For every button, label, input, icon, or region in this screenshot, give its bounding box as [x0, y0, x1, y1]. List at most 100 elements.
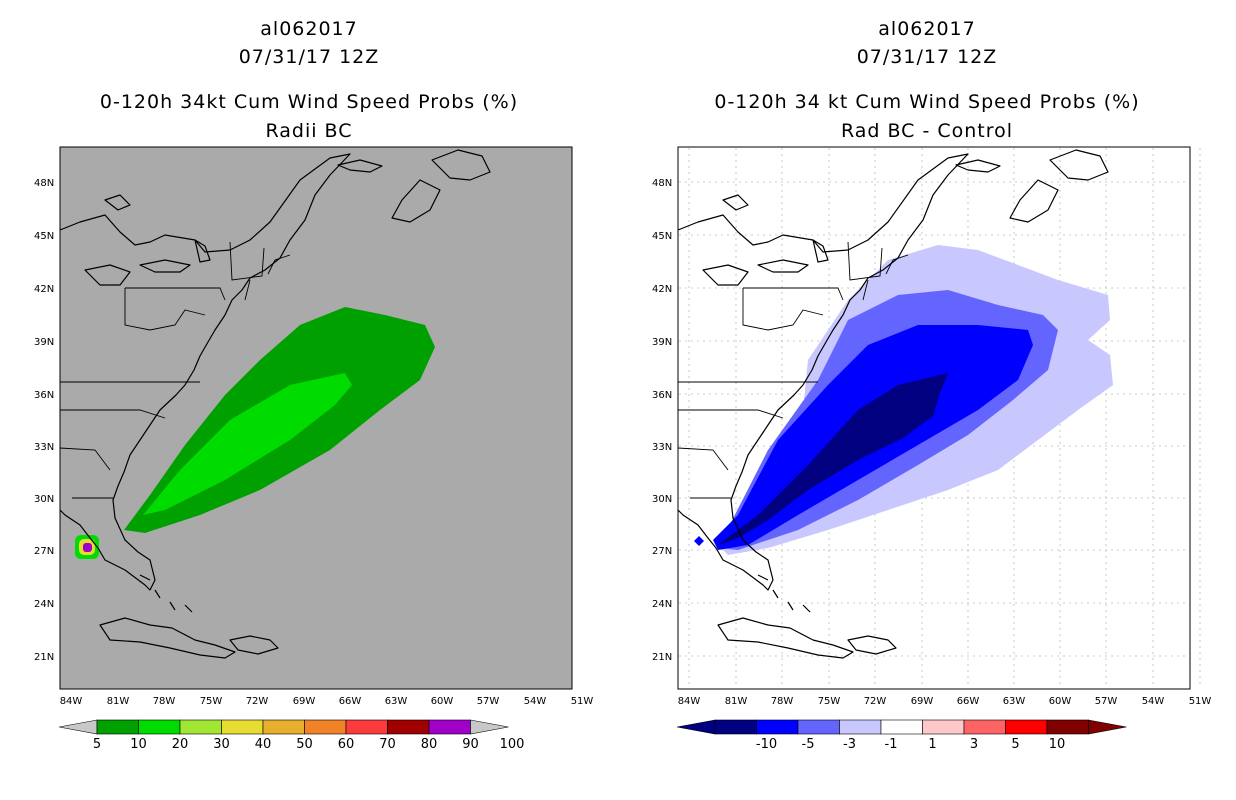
left-title: 0-120h 34kt Cum Wind Speed Probs (%) [99, 91, 519, 113]
colorbar-swatch [428, 719, 471, 735]
colorbar-swatch [1005, 719, 1048, 735]
colorbar-swatch [345, 719, 388, 735]
left-storm-id: al062017 [260, 18, 358, 40]
lon-label: 69W [911, 696, 934, 707]
left-map: 48N 45N 42N 39N 36N 33N 30N 27N 24N 21N 84W 81W 78W 7… [34, 146, 594, 752]
lat-label: 45N [652, 231, 672, 242]
lon-label: 57W [477, 696, 500, 707]
coastline [391, 179, 441, 223]
left-datetime: 07/31/17 12Z [238, 46, 380, 68]
lon-label: 51W [571, 696, 594, 707]
colorbar-swatch [880, 719, 923, 735]
lat-label: 24N [34, 599, 54, 610]
colorbar-swatch [262, 719, 305, 735]
colorbar-label: 50 [296, 737, 313, 752]
colorbar-label: 10 [130, 737, 147, 752]
colorbar-label: -10 [756, 737, 777, 752]
lon-label: 54W [524, 696, 547, 707]
state-border [885, 254, 909, 275]
colorbar-label: 1 [928, 737, 936, 752]
colorbar-label: 5 [93, 737, 101, 752]
coastline [139, 574, 193, 613]
right-title: 0-120h 34 kt Cum Wind Speed Probs (%) [714, 91, 1140, 113]
diff-spot-small [694, 536, 704, 546]
colorbar-swatch [221, 719, 264, 735]
lat-label: 36N [34, 390, 54, 401]
lon-label: 57W [1095, 696, 1118, 707]
lat-label: 48N [34, 178, 54, 189]
colorbar-swatch [179, 719, 222, 735]
coastline [812, 239, 829, 263]
coastline [757, 574, 811, 613]
coastline [1009, 179, 1059, 223]
left-panel: al062017 07/31/17 12Z 0-120h 34kt Cum Wi… [34, 18, 594, 752]
colorbar-swatch [138, 719, 181, 735]
colorbar-under-arrow [58, 719, 98, 735]
colorbar-label: -1 [885, 737, 898, 752]
state-border [59, 447, 111, 471]
colorbar-label: 90 [462, 737, 479, 752]
lon-label: 63W [385, 696, 408, 707]
state-border [847, 241, 883, 281]
colorbar-label: 100 [500, 737, 525, 752]
state-border [124, 288, 206, 331]
colorbar-label: 5 [1011, 737, 1019, 752]
lon-label: 54W [1142, 696, 1165, 707]
left-subtitle: Radii BC [265, 120, 353, 142]
colorbar-label: 60 [338, 737, 355, 752]
right-coastlines [677, 149, 1109, 659]
colorbar-label: 80 [421, 737, 438, 752]
prob-spot-inner [83, 543, 92, 552]
lat-label: 27N [34, 546, 54, 557]
state-border [60, 409, 166, 419]
right-panel: al062017 07/31/17 12Z 0-120h 34 kt Cum W… [618, 0, 1236, 800]
lon-label: 51W [1189, 696, 1212, 707]
lon-label: 81W [107, 696, 130, 707]
lat-label: 42N [34, 284, 54, 295]
coastline [1049, 149, 1109, 181]
lat-label: 24N [652, 599, 672, 610]
coastline [702, 264, 749, 286]
lat-label: 21N [652, 652, 672, 663]
state-border [229, 241, 265, 281]
state-border [267, 254, 291, 275]
right-axis-labels: 48N 45N 42N 39N 36N 33N 30N 27N 24N 21N 84W 81W 78W 7… [652, 178, 1211, 707]
state-border [244, 279, 251, 301]
coastline [337, 159, 383, 173]
colorbar-label: 10 [1049, 737, 1066, 752]
state-border [742, 288, 824, 331]
lon-label: 60W [431, 696, 454, 707]
right-storm-id: al062017 [878, 18, 976, 40]
coastline [677, 153, 969, 591]
colorbar-label: 40 [255, 737, 272, 752]
left-coastlines [59, 149, 491, 659]
state-border [125, 287, 226, 301]
state-border [743, 287, 844, 301]
colorbar-label: 70 [379, 737, 396, 752]
right-difference-field [694, 245, 1113, 555]
lat-label: 36N [652, 390, 672, 401]
colorbar-label: 20 [172, 737, 189, 752]
lat-label: 39N [34, 337, 54, 348]
coastline [847, 635, 897, 655]
lat-label: 39N [652, 337, 672, 348]
right-datetime: 07/31/17 12Z [856, 46, 998, 68]
coastline [229, 635, 279, 655]
coastline [99, 617, 236, 659]
coastline [955, 159, 1001, 173]
colorbar-label: 30 [213, 737, 230, 752]
colorbar-swatch [96, 719, 139, 735]
coastline [722, 194, 749, 211]
right-subtitle: Rad BC - Control [840, 120, 1014, 142]
colorbar-swatch [304, 719, 347, 735]
lon-label: 63W [1003, 696, 1026, 707]
right-map: 48N 45N 42N 39N 36N 33N 30N 27N 24N 21N 84W 81W 78W 7… [652, 146, 1211, 752]
colorbar-swatch [714, 719, 757, 735]
lat-label: 48N [652, 178, 672, 189]
colorbar-swatch [1046, 719, 1089, 735]
state-border [862, 279, 869, 301]
state-border [677, 447, 729, 471]
coastline [104, 194, 131, 211]
lon-label: 66W [957, 696, 980, 707]
colorbar-swatch [839, 719, 882, 735]
